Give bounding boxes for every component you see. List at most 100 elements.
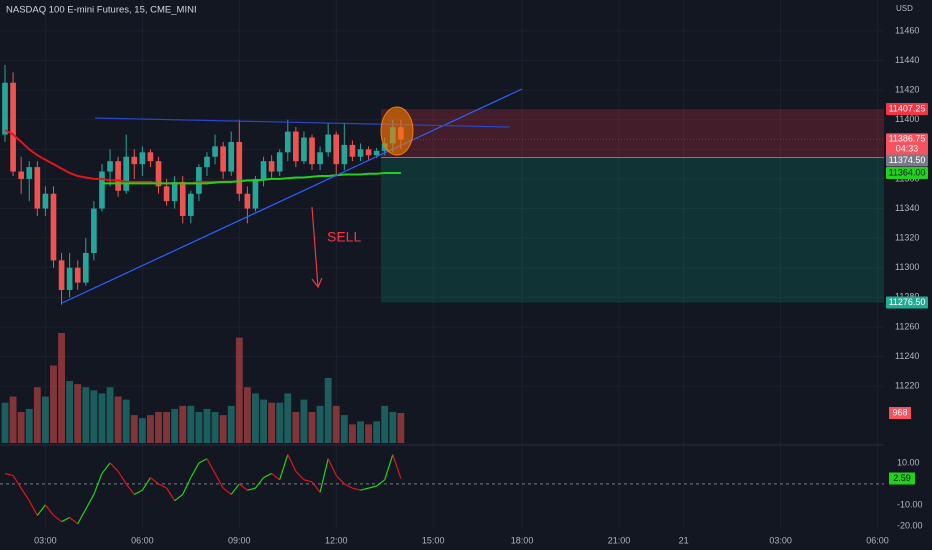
volume-bar — [235, 337, 243, 443]
axis-layer: 03:00 06:00 09:00 12:00 15:00 18:00 21:00 21 03:… — [34, 25, 928, 545]
candle-body — [293, 131, 299, 162]
price-tag-label: 11374.50 — [889, 155, 926, 165]
candle-body — [131, 156, 138, 165]
arrow — [311, 206, 323, 289]
osc-segment — [190, 462, 200, 478]
volume-tag-label: 968 — [892, 407, 907, 417]
x-tick-label: 21 — [679, 535, 689, 545]
candle-body — [357, 149, 364, 157]
price-tag-label: 11364.00 — [889, 167, 926, 177]
candle-body — [50, 193, 57, 261]
volume-bar — [130, 415, 138, 443]
volume-bar — [163, 412, 171, 443]
osc-segment — [109, 462, 119, 472]
osc-segment — [271, 472, 281, 481]
volume-bar — [389, 412, 397, 443]
candle-body — [58, 260, 65, 290]
countdown: 04:33 — [896, 144, 919, 154]
osc-segment — [53, 514, 62, 523]
volume-bar — [179, 405, 187, 443]
x-tick-label: 06:00 — [131, 535, 154, 545]
y-tick-label: 11220 — [895, 381, 919, 391]
volume-bar — [9, 396, 17, 443]
price-tag: 11364.00 — [886, 167, 928, 180]
osc-segment — [61, 516, 70, 523]
volume-bar — [98, 393, 106, 443]
osc-segment — [158, 483, 167, 489]
volume-bar — [171, 408, 179, 443]
volume-bar — [33, 387, 41, 443]
x-tick-label: 06:00 — [866, 535, 889, 545]
y-tick-label: 11460 — [895, 25, 919, 35]
x-tick-label: 03:00 — [769, 535, 792, 545]
volume-bar — [324, 377, 332, 443]
osc-segment — [20, 487, 30, 502]
volume-bar — [1, 402, 9, 443]
price-tag-label: 11276.50 — [889, 297, 926, 307]
osc-segment — [360, 487, 369, 491]
candle-body — [333, 134, 340, 165]
trend-line — [61, 88, 523, 304]
candle-body — [260, 161, 267, 179]
x-tick-label: 12:00 — [325, 535, 348, 545]
volume-bar — [203, 408, 211, 443]
candle-body — [107, 161, 113, 172]
osc-segment — [182, 477, 192, 495]
y-tick-label: 11300 — [895, 262, 919, 272]
osc-segment — [303, 479, 313, 483]
osc-segment — [93, 473, 103, 495]
volume-bar — [66, 381, 74, 443]
trend-line — [94, 117, 511, 128]
osc-segment — [247, 487, 256, 491]
candle-body — [268, 161, 275, 172]
candle-body — [204, 156, 210, 168]
volume-bar — [147, 415, 154, 443]
moving-average — [102, 172, 401, 185]
volume-bar — [114, 396, 122, 443]
osc-segment — [327, 458, 337, 476]
candle-body — [2, 82, 8, 135]
volume-bar — [357, 421, 364, 443]
volume-bar — [211, 412, 219, 443]
osc-segment — [133, 489, 143, 495]
candle-body — [34, 167, 41, 209]
candle-body — [373, 150, 380, 156]
y-tick-label: 11320 — [895, 233, 919, 243]
volume-bar — [284, 393, 292, 443]
volume-bar — [292, 412, 300, 443]
volume-bar — [308, 412, 316, 443]
volume-bar — [219, 415, 227, 443]
y-tick-label: 11400 — [895, 114, 919, 124]
candle-body — [115, 161, 121, 191]
volume-bar — [195, 412, 203, 443]
osc-segment — [85, 494, 95, 510]
osc-tag-bg — [889, 472, 915, 485]
candle-body — [196, 167, 202, 194]
candle-body — [139, 152, 146, 165]
candle-body — [74, 267, 81, 283]
position-layer — [381, 109, 884, 303]
x-tick-label: 03:00 — [34, 535, 57, 545]
osc-segment — [368, 485, 377, 489]
candle-body — [236, 141, 243, 194]
price-tag-bg — [886, 103, 928, 116]
osc-segment — [77, 508, 87, 525]
volume-bar — [260, 399, 267, 443]
osc-segment — [295, 470, 305, 481]
osc-segment — [344, 483, 353, 489]
annotation: SELL — [327, 229, 361, 245]
candle-body — [155, 161, 162, 187]
osc-segment — [311, 481, 321, 493]
candle-body — [301, 137, 307, 162]
volume-bar — [187, 405, 195, 443]
osc-segment — [230, 483, 240, 495]
candle-body — [18, 171, 24, 179]
x-tick-label: 21:00 — [608, 535, 631, 545]
volume-bar — [365, 424, 372, 443]
candle-body — [179, 181, 186, 216]
volume-bar — [348, 424, 356, 443]
candle-body — [187, 193, 194, 216]
candle-body — [228, 141, 235, 172]
